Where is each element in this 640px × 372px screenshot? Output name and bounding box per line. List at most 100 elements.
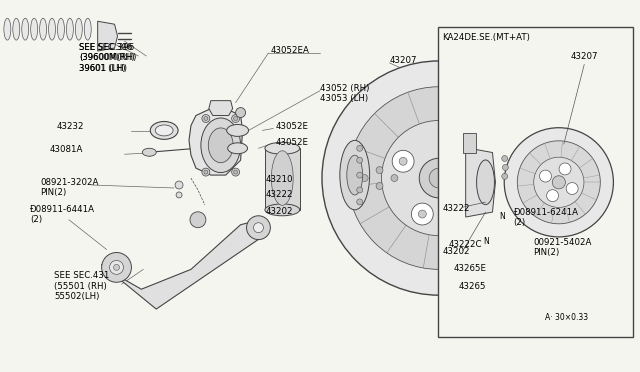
Ellipse shape <box>49 18 56 40</box>
Circle shape <box>356 199 363 205</box>
Text: 43207: 43207 <box>390 56 417 65</box>
Polygon shape <box>520 284 524 292</box>
Circle shape <box>502 263 515 275</box>
Circle shape <box>356 187 363 193</box>
Circle shape <box>419 158 459 198</box>
Circle shape <box>234 116 237 121</box>
Ellipse shape <box>22 18 29 40</box>
Circle shape <box>540 170 552 182</box>
Circle shape <box>109 260 124 274</box>
Circle shape <box>236 108 246 118</box>
Text: N: N <box>483 237 488 246</box>
Text: 43052E: 43052E <box>275 138 308 147</box>
Circle shape <box>412 203 433 225</box>
Text: 43265: 43265 <box>459 282 486 291</box>
Circle shape <box>232 115 239 122</box>
Circle shape <box>102 253 131 282</box>
Text: 43232: 43232 <box>57 122 84 131</box>
Text: 43207: 43207 <box>570 52 598 61</box>
Text: A· 30×0.33: A· 30×0.33 <box>545 312 588 321</box>
Text: 08921-3202A
PIN(2): 08921-3202A PIN(2) <box>40 178 99 198</box>
Circle shape <box>176 192 182 198</box>
Polygon shape <box>266 148 300 210</box>
Ellipse shape <box>40 18 47 40</box>
Circle shape <box>234 170 237 174</box>
Ellipse shape <box>271 151 293 205</box>
Circle shape <box>445 131 467 153</box>
Circle shape <box>429 168 449 188</box>
Text: 43210: 43210 <box>266 175 293 184</box>
Text: 43052EA: 43052EA <box>270 46 309 55</box>
Circle shape <box>502 173 508 179</box>
Text: 43202: 43202 <box>266 207 293 216</box>
Ellipse shape <box>477 160 495 205</box>
Circle shape <box>348 87 531 269</box>
Text: 43222C: 43222C <box>449 240 483 248</box>
Ellipse shape <box>13 18 20 40</box>
Ellipse shape <box>142 148 156 156</box>
Circle shape <box>361 174 368 182</box>
Circle shape <box>480 226 498 244</box>
Circle shape <box>477 220 497 240</box>
Ellipse shape <box>265 142 300 154</box>
Text: 43052E: 43052E <box>275 122 308 131</box>
Circle shape <box>113 264 120 270</box>
Text: SEE SEC.431
(55501 (RH)
55502(LH): SEE SEC.431 (55501 (RH) 55502(LH) <box>54 271 109 301</box>
Circle shape <box>246 216 270 240</box>
Circle shape <box>204 116 208 121</box>
Text: 43265E: 43265E <box>454 264 487 273</box>
Circle shape <box>464 184 486 206</box>
Ellipse shape <box>58 18 65 40</box>
Circle shape <box>202 168 210 176</box>
Text: Ð08911-6241A
(2): Ð08911-6241A (2) <box>513 208 579 227</box>
Ellipse shape <box>228 143 248 154</box>
Circle shape <box>552 176 565 189</box>
Circle shape <box>452 138 460 146</box>
Circle shape <box>559 163 571 175</box>
Ellipse shape <box>201 118 241 173</box>
Circle shape <box>534 157 584 208</box>
Text: KA24DE.SE.(MT+AT): KA24DE.SE.(MT+AT) <box>442 33 531 42</box>
Circle shape <box>566 183 578 195</box>
Circle shape <box>484 231 493 238</box>
Circle shape <box>204 170 208 174</box>
Ellipse shape <box>156 125 173 136</box>
Polygon shape <box>463 133 476 153</box>
Circle shape <box>190 212 206 228</box>
Circle shape <box>356 172 363 178</box>
Ellipse shape <box>150 122 178 140</box>
Circle shape <box>493 195 513 215</box>
Circle shape <box>391 174 398 182</box>
Circle shape <box>322 61 556 295</box>
Circle shape <box>498 259 520 280</box>
Circle shape <box>202 115 210 122</box>
Circle shape <box>356 157 363 163</box>
Circle shape <box>392 150 414 172</box>
Ellipse shape <box>76 18 83 40</box>
Polygon shape <box>466 148 495 217</box>
Circle shape <box>356 145 363 151</box>
Text: SEE SEC.396
(39600M(RH)
39601 (LH): SEE SEC.396 (39600M(RH) 39601 (LH) <box>79 43 134 73</box>
Polygon shape <box>98 21 118 51</box>
Text: 43222: 43222 <box>266 190 293 199</box>
Circle shape <box>502 155 508 161</box>
Ellipse shape <box>209 128 233 163</box>
Circle shape <box>504 128 613 237</box>
Ellipse shape <box>265 204 300 216</box>
Circle shape <box>232 168 239 176</box>
Ellipse shape <box>4 18 11 40</box>
Ellipse shape <box>84 18 92 40</box>
Circle shape <box>419 210 426 218</box>
Text: 43052 (RH)
43053 (LH): 43052 (RH) 43053 (LH) <box>320 84 369 103</box>
Text: SEE SEC.396
(39600M(RH)
39601 (LH): SEE SEC.396 (39600M(RH) 39601 (LH) <box>79 43 136 73</box>
Text: N: N <box>500 212 506 221</box>
Circle shape <box>399 157 407 165</box>
Circle shape <box>376 183 383 189</box>
Circle shape <box>471 191 479 199</box>
Polygon shape <box>209 101 233 116</box>
Ellipse shape <box>227 125 248 137</box>
Circle shape <box>474 220 504 250</box>
Ellipse shape <box>340 140 370 210</box>
Bar <box>438 27 633 337</box>
Ellipse shape <box>67 18 74 40</box>
